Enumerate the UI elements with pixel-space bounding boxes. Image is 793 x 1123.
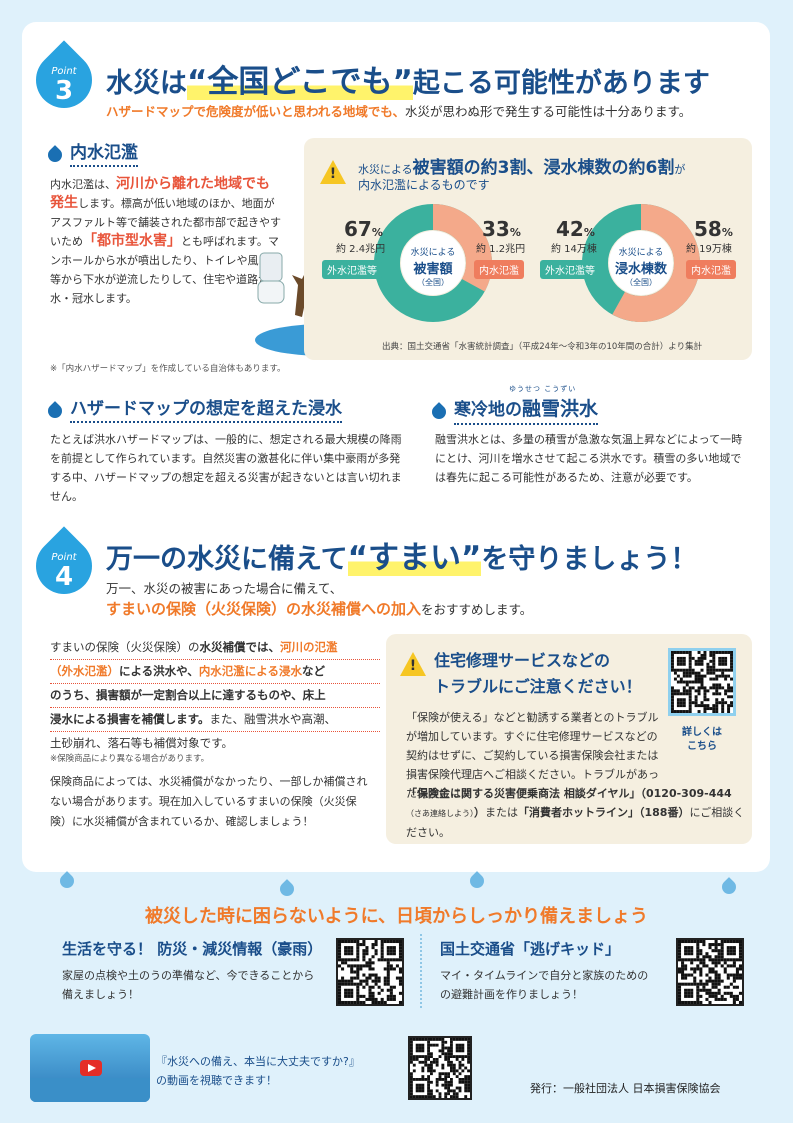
- left-a-value: 約 2.4兆円: [336, 244, 386, 255]
- naisui-section-title: 内水氾濫: [45, 138, 138, 167]
- insurance-note: ※保険商品により異なる場合があります。: [50, 754, 210, 764]
- right-b-tag: 内水氾濫: [686, 260, 736, 279]
- point-3-title: 水災は“全国どこでも”起こる可能性があります: [106, 64, 710, 100]
- trouble-body-a: 「保険が使える」などと勧誘する業者とのトラブルが増加しています。すぐに住宅修理サ…: [406, 711, 659, 800]
- naisui-note: ※「内水ハザードマップ」を作成している自治体もあります。: [50, 364, 286, 374]
- trouble-body-b: 「保険金に関する災害便乗商法 相談ダイヤル」（0120-309-444（さあ連絡…: [406, 787, 745, 839]
- footer-divider: [420, 934, 422, 1008]
- right-a-pct: 42%: [556, 217, 595, 241]
- disaster-info-body: 家屋の点検や土のうの準備など、今できることから 備えましょう！: [62, 969, 315, 1001]
- video-caption: 『水災への備え、本当に大丈夫ですか?』 の動画を視聴できます！: [156, 1055, 360, 1087]
- water-drop-icon: [45, 144, 65, 165]
- trouble-qr-label: 詳しくは こちら: [682, 727, 722, 752]
- warning-icon: !: [400, 652, 426, 676]
- left-b-value: 約 1.2兆円: [476, 244, 526, 255]
- disaster-info-qr-code[interactable]: [336, 938, 404, 1006]
- insurance-body: すまいの保険（火災保険）の水災補償では、河川の氾濫 （外水氾濫）による洪水や、内…: [50, 636, 380, 755]
- hazard-section-title: ハザードマップの想定を超えた浸水: [45, 394, 342, 423]
- stats-headline: 水災による被害額の約3割、浸水棟数の約6割が: [358, 158, 686, 178]
- point-4-sub1: 万一、水災の被害にあった場合に備えて、: [106, 581, 343, 596]
- snow-section-title: 寒冷地の融雪洪水: [429, 394, 599, 425]
- left-b-tag: 内水氾濫: [474, 260, 524, 279]
- point-3-subtitle: ハザードマップで危険度が低いと思われる地域でも、水災が思わぬ形で発生する可能性は…: [106, 104, 692, 119]
- right-a-value: 約 14万棟: [551, 244, 597, 255]
- hazard-body: たとえば洪水ハザードマップは、一般的に、想定される最大規模の降雨を前提として作ら…: [50, 433, 402, 503]
- nigekid-qr-code[interactable]: [676, 938, 744, 1006]
- left-b-pct: 33%: [482, 217, 521, 241]
- right-a-tag: 外水氾濫等: [540, 260, 600, 279]
- video-thumbnail[interactable]: [30, 1034, 150, 1102]
- insurance-body-2: 保険商品によっては、水災補償がなかったり、一部しか補償されない場合があります。現…: [50, 775, 368, 828]
- stats-source: 出典：国土交通省「水害統計調査」（平成24年～令和3年の10年間の合計）より集計: [382, 342, 703, 352]
- footer-banner: 被災した時に困らないように、日頃からしっかり備えましょう: [144, 906, 649, 927]
- donut-right-center: 水災による 浸水棟数 （全国）: [614, 248, 667, 287]
- left-a-tag: 外水氾濫等: [322, 260, 382, 279]
- nigekid-title: 国土交通省「逃げキッド」: [440, 940, 621, 958]
- point-4-badge: Point 4: [24, 526, 104, 606]
- point-3-badge: Point 3: [24, 40, 104, 120]
- water-drop-icon: [429, 401, 449, 422]
- trouble-title: 住宅修理サービスなどの トラブルにご注意ください！: [434, 651, 642, 696]
- snow-ruby: ゆうせつ こうずい: [509, 385, 577, 393]
- naisui-body: 内水氾濫は、河川から離れた地域でも発生します。標高が低い地域のほか、地面がアスフ…: [50, 176, 281, 305]
- video-qr-code[interactable]: [408, 1036, 472, 1100]
- trouble-qr-code[interactable]: [668, 648, 736, 716]
- donut-left-center: 水災による 被害額 （全国）: [410, 248, 456, 287]
- right-b-value: 約 19万棟: [686, 244, 732, 255]
- point-4-title: 万一の水災に備えて“すまい”を守りましょう！: [106, 540, 698, 576]
- left-a-pct: 67%: [344, 217, 383, 241]
- point-4-sub2: すまいの保険（火災保険）の水災補償への加入をおすすめします。: [106, 600, 533, 618]
- stats-headline-2: 内水氾濫によるものです: [358, 178, 490, 192]
- publisher: 発行：一般社団法人 日本損害保険協会: [530, 1082, 721, 1095]
- water-drop-icon: [45, 400, 65, 421]
- warning-icon: !: [320, 160, 346, 184]
- play-icon[interactable]: [80, 1060, 102, 1076]
- disaster-info-title: 生活を守る！ 防災・減災情報（豪雨）: [62, 940, 323, 958]
- nigekid-body: マイ・タイムラインで自分と家族のための の避難計画を作りましょう！: [440, 969, 649, 1001]
- snow-body: 融雪洪水とは、多量の積雪が急激な気温上昇などによって一時にとけ、河川を増水させて…: [435, 433, 743, 484]
- right-b-pct: 58%: [694, 217, 733, 241]
